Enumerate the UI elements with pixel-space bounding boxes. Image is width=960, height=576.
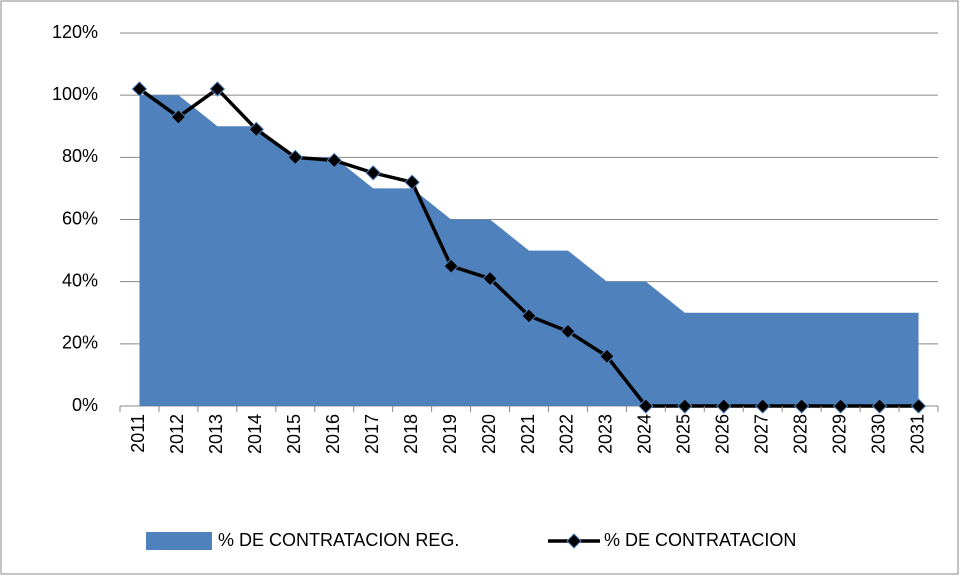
marker (365, 165, 381, 181)
x-tick-label: 2011 (128, 414, 148, 453)
marker (170, 109, 187, 125)
y-tick-label: 60% (62, 208, 98, 228)
x-tick-label: 2028 (790, 414, 810, 454)
y-tick-label: 0% (72, 395, 98, 415)
y-tick-label: 40% (62, 270, 98, 290)
x-tick-label: 2026 (713, 414, 733, 454)
marker (287, 149, 303, 166)
x-tick-label: 2018 (401, 414, 421, 454)
x-tick-label: 2020 (479, 414, 499, 454)
x-tick-label: 2019 (440, 414, 460, 454)
marker (482, 270, 498, 287)
marker (131, 81, 148, 97)
marker (404, 174, 420, 190)
marker (521, 308, 537, 324)
x-tick-label: 2029 (829, 414, 849, 454)
x-tick-label: 2023 (596, 414, 616, 454)
marker (832, 398, 849, 414)
y-tick-label: 20% (62, 333, 98, 353)
marker (793, 398, 810, 414)
x-tick-label: 2014 (245, 414, 265, 454)
y-tick-label: 120% (52, 22, 98, 42)
x-tick-label: 2017 (362, 414, 382, 454)
x-tick-label: 2012 (167, 414, 187, 454)
x-tick-label: 2022 (557, 414, 577, 454)
x-tick-label: 2025 (674, 414, 694, 454)
x-tick-label: 2021 (518, 414, 538, 454)
y-tick-label: 80% (62, 146, 98, 166)
legend-marker (566, 533, 582, 549)
marker (599, 348, 615, 364)
marker (209, 81, 226, 97)
legend-label: % DE CONTRATACION (604, 530, 796, 550)
marker (638, 398, 654, 414)
area (139, 95, 919, 407)
x-tick-label: 2027 (751, 414, 771, 454)
x-tick-label: 2016 (323, 414, 343, 454)
x-tick-label: 2031 (907, 414, 927, 454)
x-tick-label: 2024 (635, 414, 655, 454)
marker (755, 398, 771, 414)
y-tick-label: 100% (52, 84, 98, 104)
marker (326, 152, 342, 169)
x-tick-label: 2030 (868, 414, 888, 454)
marker (443, 258, 459, 274)
x-tick-label: 2015 (284, 414, 304, 454)
x-tick-label: 2013 (206, 414, 226, 454)
marker (677, 398, 693, 414)
marker (560, 323, 576, 340)
marker (248, 121, 265, 138)
legend-label: % DE CONTRATACION REG. (218, 530, 459, 550)
marker (910, 398, 927, 414)
marker (716, 398, 732, 414)
marker (871, 398, 888, 414)
legend-swatch (146, 532, 212, 550)
